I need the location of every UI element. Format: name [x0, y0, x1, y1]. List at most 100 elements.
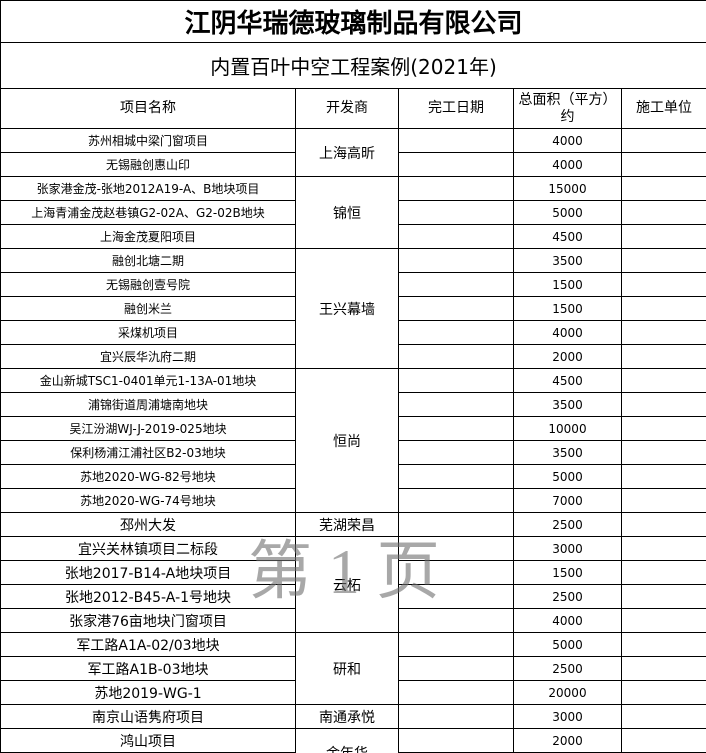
row: 浦锦街道周浦塘南地块 3500: [0, 392, 706, 417]
project-name: 南京山语隽府项目: [0, 704, 296, 729]
completion-date: [398, 200, 514, 225]
completion-date: [398, 440, 514, 465]
project-name: 保利杨浦江浦社区B2-03地块: [0, 440, 296, 465]
area: 5000: [513, 464, 622, 489]
project-name: 张家港76亩地块门窗项目: [0, 608, 296, 633]
construction-unit: [620, 128, 706, 153]
project-name: 苏地2020-WG-74号地块: [0, 488, 296, 513]
completion-date: [398, 392, 514, 417]
project-name: 邳州大发: [0, 512, 296, 537]
construction-unit: [620, 392, 706, 417]
completion-date: [398, 224, 514, 249]
row: 保利杨浦江浦社区B2-03地块 3500: [0, 440, 706, 465]
developer: 恒尚: [295, 368, 399, 513]
row: 采煤机项目 4000: [0, 320, 706, 345]
project-name: 上海青浦金茂赵巷镇G2-02A、G2-02B地块: [0, 200, 296, 225]
completion-date: [398, 608, 514, 633]
row: 无锡融创壹号院 1500: [0, 272, 706, 297]
area: 5000: [513, 632, 622, 657]
area: 4000: [513, 608, 622, 633]
completion-date: [398, 488, 514, 513]
column-header: 开发商: [295, 88, 399, 129]
completion-date: [398, 632, 514, 657]
area: 4000: [513, 128, 622, 153]
row: 张地2012-B45-A-1号地块 2500: [0, 584, 706, 609]
row: 邳州大发 芜湖荣昌 2500: [0, 512, 706, 537]
project-name: 融创米兰: [0, 296, 296, 321]
construction-unit: [620, 368, 706, 393]
row: 张家港76亩地块门窗项目 4000: [0, 608, 706, 633]
completion-date: [398, 728, 514, 753]
completion-date: [398, 704, 514, 729]
developer: 芜湖荣昌: [295, 512, 399, 537]
construction-unit: [620, 272, 706, 297]
row: 宜兴辰华氿府二期 2000: [0, 344, 706, 369]
area: 1500: [513, 560, 622, 585]
row: 军工路A1A-02/03地块 研和 5000: [0, 632, 706, 705]
construction-unit: [620, 176, 706, 201]
area: 3000: [513, 536, 622, 561]
construction-unit: [620, 512, 706, 537]
developer: 金年华: [295, 728, 399, 753]
row: 军工路A1B-03地块 2500: [0, 656, 706, 681]
project-name: 军工路A1A-02/03地块: [0, 632, 296, 657]
project-name: 张地2017-B14-A地块项目: [0, 560, 296, 585]
completion-date: [398, 416, 514, 441]
area: 15000: [513, 176, 622, 201]
row: 宜兴关林镇项目二标段 云柘 3000: [0, 536, 706, 633]
developer: 云柘: [295, 536, 399, 633]
title: 江阴华瑞德玻璃制品有限公司: [0, 0, 706, 43]
watermark: 第 1 页: [248, 536, 440, 607]
project-name: 金山新城TSC1-0401单元1-13A-01地块: [0, 368, 296, 393]
completion-date: [398, 344, 514, 369]
subtitle: 内置百叶中空工程案例(2021年): [0, 42, 706, 89]
area: 2000: [513, 728, 622, 753]
row: 上海金茂夏阳项目 4500: [0, 224, 706, 249]
project-name: 苏州相城中梁门窗项目: [0, 128, 296, 153]
construction-unit: [620, 224, 706, 249]
project-name: 宜兴关林镇项目二标段: [0, 536, 296, 561]
area: 4000: [513, 152, 622, 177]
construction-unit: [620, 632, 706, 657]
construction-unit: [620, 680, 706, 705]
area: 3500: [513, 440, 622, 465]
project-name: 无锡融创壹号院: [0, 272, 296, 297]
project-name: 张家港金茂-张地2012A19-A、B地块项目: [0, 176, 296, 201]
area: 3500: [513, 392, 622, 417]
developer: 锦恒: [295, 176, 399, 249]
construction-unit: [620, 152, 706, 177]
completion-date: [398, 128, 514, 153]
construction-unit: [620, 416, 706, 441]
row: 金山新城TSC1-0401单元1-13A-01地块 恒尚 4500: [0, 368, 706, 513]
construction-unit: [620, 440, 706, 465]
row: 鸿山项目金年华 2000: [0, 728, 706, 753]
construction-unit: [620, 296, 706, 321]
construction-unit: [620, 656, 706, 681]
project-name: 吴江汾湖WJ-J-2019-025地块: [0, 416, 296, 441]
column-header: 项目名称: [0, 88, 296, 129]
project-name: 采煤机项目: [0, 320, 296, 345]
area: 3000: [513, 704, 622, 729]
construction-unit: [620, 464, 706, 489]
area: 4500: [513, 368, 622, 393]
construction-unit: [620, 248, 706, 273]
completion-date: [398, 272, 514, 297]
column-header: 总面积（平方）约: [513, 88, 622, 129]
construction-unit: [620, 608, 706, 633]
row: 融创北塘二期 王兴幕墙 3500: [0, 248, 706, 369]
construction-unit: [620, 200, 706, 225]
column-header: 施工单位: [620, 88, 706, 129]
developer: 王兴幕墙: [295, 248, 399, 369]
row: 苏州相城中梁门窗项目 上海高昕 4000: [0, 128, 706, 177]
project-name: 上海金茂夏阳项目: [0, 224, 296, 249]
construction-unit: [620, 560, 706, 585]
area: 2000: [513, 344, 622, 369]
completion-date: [398, 464, 514, 489]
column-header: 完工日期: [398, 88, 514, 129]
construction-unit: [620, 704, 706, 729]
construction-unit: [620, 344, 706, 369]
construction-unit: [620, 488, 706, 513]
project-name: 苏地2019-WG-1: [0, 680, 296, 705]
